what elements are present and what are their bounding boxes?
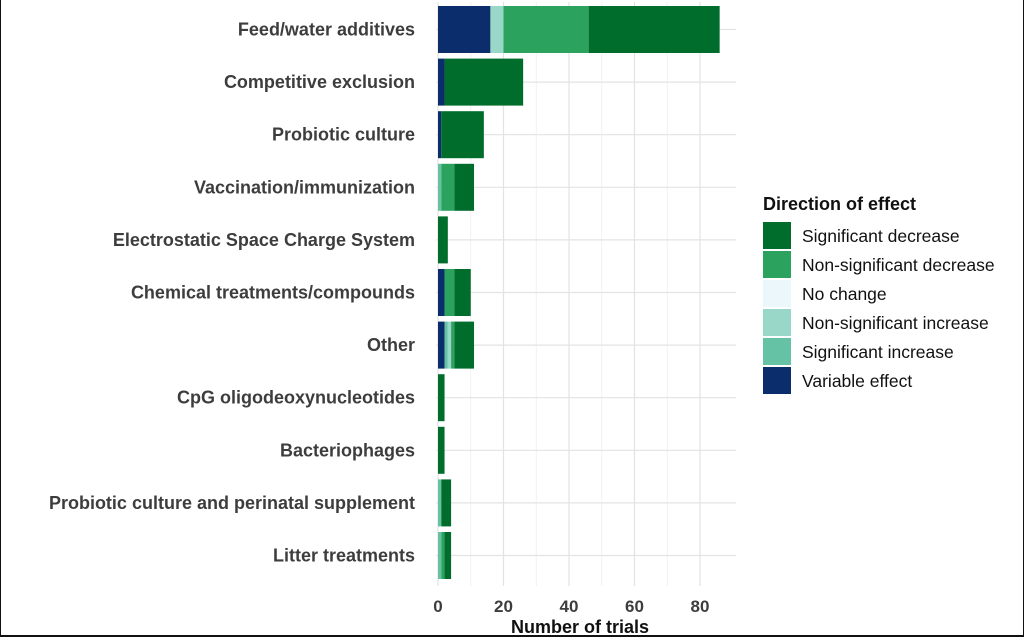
legend-key xyxy=(763,222,791,249)
category-label: Chemical treatments/compounds xyxy=(131,283,415,303)
legend-key xyxy=(763,309,791,336)
bar-segment xyxy=(441,111,484,159)
bar-segment xyxy=(438,532,442,579)
x-tick-label: 20 xyxy=(494,597,513,616)
x-axis-title: Number of trials xyxy=(511,617,649,635)
category-label: Probiotic culture xyxy=(272,125,415,145)
bar-segment xyxy=(438,269,445,316)
x-tick-label: 60 xyxy=(625,597,644,616)
category-label: Litter treatments xyxy=(273,546,415,566)
bar-segment xyxy=(438,58,445,106)
x-tick-label: 40 xyxy=(560,597,579,616)
bar-segment xyxy=(438,374,445,422)
category-labels: Feed/water additives Competitive exclusio… xyxy=(49,20,415,566)
legend-label: Non-significant increase xyxy=(802,313,989,333)
legend-key xyxy=(763,367,791,394)
category-label: Vaccination/immunization xyxy=(194,177,415,197)
category-label: Competitive exclusion xyxy=(224,72,415,92)
x-tick-label: 80 xyxy=(691,597,710,616)
bars xyxy=(438,6,720,579)
category-label: Other xyxy=(367,335,415,355)
x-tick-labels: 0 20 40 60 80 xyxy=(433,597,709,616)
category-label: CpG oligodeoxynucleotides xyxy=(177,388,415,408)
legend-label: Significant increase xyxy=(802,342,954,362)
legend-key xyxy=(763,280,791,307)
bar-segment xyxy=(438,479,442,527)
bar-segment xyxy=(438,111,442,159)
bar-segment xyxy=(444,532,452,579)
x-tick-label: 0 xyxy=(433,597,442,616)
category-label: Electrostatic Space Charge System xyxy=(113,230,415,250)
legend-title: Direction of effect xyxy=(763,194,916,214)
bar-segment xyxy=(441,479,452,527)
legend-label: Non-significant decrease xyxy=(802,255,995,275)
bar-segment xyxy=(444,321,448,369)
bar-segment xyxy=(441,532,445,579)
bar-segment xyxy=(454,321,475,369)
bar-segment xyxy=(438,426,445,474)
bar-segment xyxy=(441,163,455,211)
legend-label: No change xyxy=(802,284,887,304)
category-label: Feed/water additives xyxy=(238,20,415,40)
bar-segment xyxy=(444,58,524,106)
legend-key xyxy=(763,251,791,278)
bar-segment xyxy=(451,321,455,369)
bar-segment xyxy=(438,6,491,53)
category-label: Probiotic culture and perinatal suppleme… xyxy=(49,493,415,513)
bar-segment xyxy=(454,269,471,316)
legend-label: Significant decrease xyxy=(802,226,960,246)
bar-segment xyxy=(444,269,455,316)
legend-label: Variable effect xyxy=(802,371,912,391)
bar-segment xyxy=(588,6,720,53)
bar-segment xyxy=(447,321,452,369)
bar-segment xyxy=(438,163,442,211)
bar-segment xyxy=(454,163,475,211)
legend: Direction of effect Significant decrease… xyxy=(763,194,995,394)
category-label: Bacteriophages xyxy=(280,440,415,460)
bar-segment xyxy=(438,216,448,264)
bar-segment xyxy=(438,321,445,369)
bar-segment xyxy=(490,6,504,53)
legend-key xyxy=(763,338,791,365)
bar-segment xyxy=(503,6,589,53)
